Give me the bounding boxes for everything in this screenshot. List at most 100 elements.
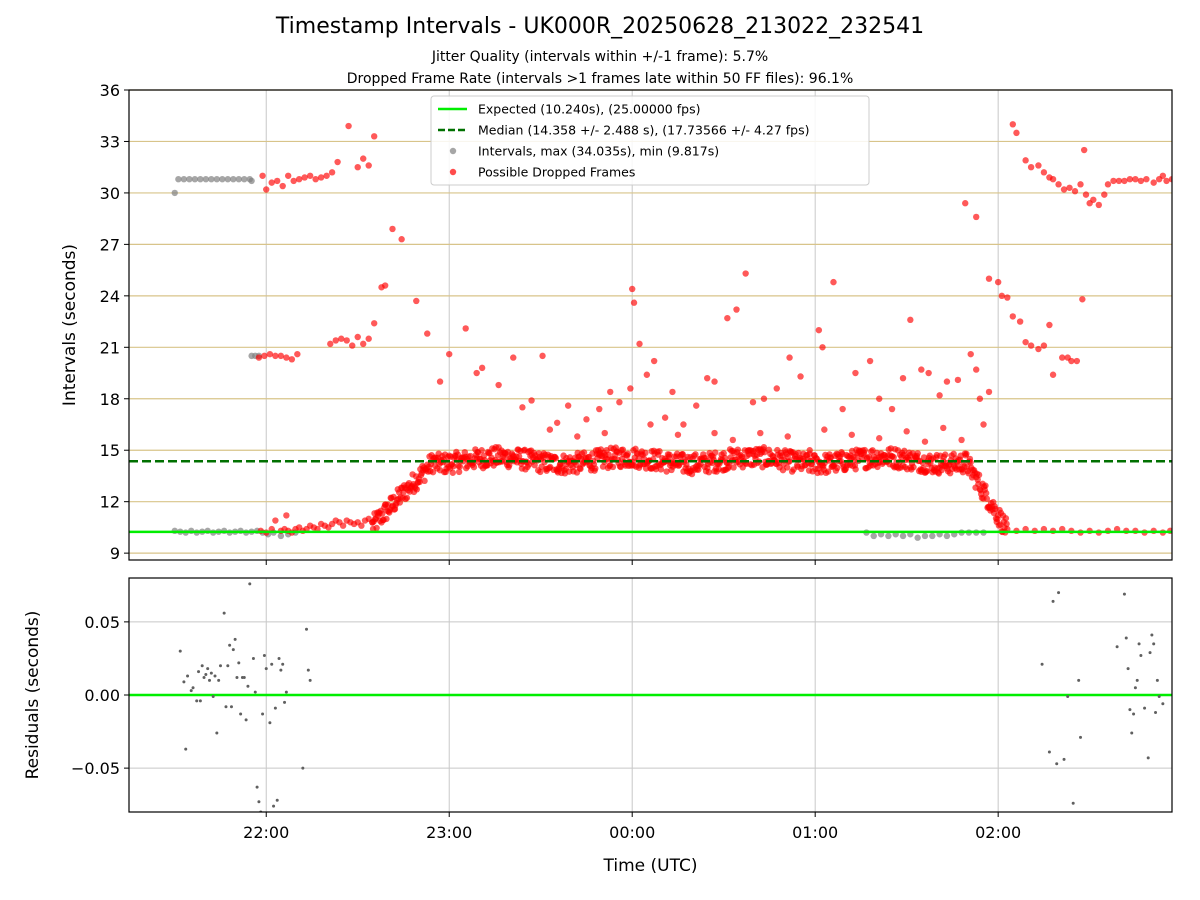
top-y-tick-label: 36	[100, 81, 120, 100]
dropped-frame-point	[663, 468, 670, 475]
interval-point	[197, 175, 204, 183]
dropped-frame-point	[553, 419, 561, 426]
dropped-frame-point	[936, 392, 943, 399]
dropped-frame-point	[455, 468, 463, 476]
residuals-y-axis-label: Residuals (seconds)	[23, 611, 43, 780]
residual-point	[1062, 757, 1066, 761]
residual-point	[222, 611, 226, 615]
chart-subtitle-jitter: Jitter Quality (intervals within +/-1 fr…	[431, 49, 769, 65]
dropped-frame-point	[819, 344, 826, 351]
top-y-tick-label: 27	[100, 235, 120, 254]
dropped-frame-point	[328, 169, 336, 176]
dropped-frame-point	[1066, 184, 1073, 191]
dropped-frame-point	[773, 385, 780, 392]
residual-point	[239, 712, 243, 716]
dropped-frame-point	[263, 186, 270, 193]
residual-point	[301, 766, 305, 770]
residual-point	[1161, 702, 1165, 706]
residual-point	[1155, 678, 1159, 682]
top-panel-reference-lines	[129, 459, 1172, 534]
interval-point	[230, 175, 237, 183]
residual-point	[264, 667, 268, 671]
residual-point	[304, 627, 308, 631]
dropped-frame-point	[1095, 201, 1103, 209]
residual-point	[206, 667, 210, 671]
dropped-frame-point	[1080, 146, 1088, 154]
dropped-frame-point	[975, 471, 983, 479]
interval-point	[277, 532, 285, 540]
dropped-frame-point	[580, 449, 588, 456]
dropped-frame-point	[852, 369, 859, 377]
dropped-frame-point	[1110, 177, 1117, 185]
interval-point	[235, 175, 242, 183]
dropped-frame-point	[1016, 318, 1024, 325]
top-y-tick-label: 15	[100, 441, 120, 460]
dropped-frame-point	[1104, 181, 1112, 188]
dropped-frame-point	[539, 352, 546, 360]
residual-point	[195, 699, 199, 703]
dropped-frame-point	[1079, 296, 1086, 303]
dropped-frame-point	[360, 340, 367, 348]
residual-point	[235, 675, 239, 679]
residual-point	[268, 721, 272, 725]
dropped-frame-point	[312, 175, 319, 183]
dropped-frame-point	[982, 489, 990, 497]
interval-point	[943, 532, 951, 540]
dropped-frame-point	[848, 431, 855, 438]
dropped-frame-point	[403, 494, 411, 502]
dropped-frame-point	[1068, 357, 1075, 365]
dropped-frame-point	[1101, 191, 1108, 198]
dropped-frame-point	[1059, 354, 1066, 361]
dropped-frame-point	[383, 515, 390, 523]
dropped-frame-point	[958, 436, 965, 444]
dropped-frame-point	[693, 402, 700, 409]
dropped-frame-point	[574, 433, 581, 440]
dropped-frame-point	[365, 335, 372, 342]
dropped-frame-point	[1009, 121, 1017, 128]
residual-point	[226, 664, 230, 668]
interval-point	[241, 175, 248, 183]
dropped-frame-point	[983, 495, 991, 502]
dropped-frame-point	[462, 325, 469, 332]
top-y-tick-label: 12	[100, 493, 120, 512]
dropped-frame-point	[449, 469, 456, 476]
dropped-frame-point	[784, 433, 791, 440]
residual-point	[1139, 654, 1143, 658]
dropped-frame-point	[914, 450, 921, 457]
dropped-frame-point	[283, 354, 290, 361]
dropped-frame-point	[1126, 175, 1134, 183]
dropped-frame-point	[666, 451, 673, 458]
dropped-frame-point	[705, 469, 713, 476]
dropped-frame-point	[436, 378, 444, 385]
dropped-frame-point	[1035, 162, 1042, 169]
interval-point	[202, 175, 210, 183]
dropped-frame-point	[473, 369, 480, 377]
interval-point	[921, 532, 929, 540]
legend-label: Intervals, max (34.035s), min (9.817s)	[478, 144, 719, 159]
dropped-frame-point	[749, 398, 757, 406]
dropped-frame-point	[760, 395, 768, 402]
dropped-frame-point	[1115, 177, 1123, 185]
residual-point	[242, 675, 246, 679]
dropped-frame-point	[537, 468, 544, 476]
dropped-frame-point	[795, 449, 802, 457]
dropped-frame-point	[592, 465, 599, 472]
residual-point	[279, 668, 283, 672]
residuals-y-tick-label: −0.05	[71, 759, 120, 778]
residual-point	[1126, 667, 1130, 671]
residual-point	[217, 678, 221, 682]
residual-point	[1152, 642, 1156, 646]
dropped-frame-point	[373, 524, 380, 532]
dropped-frame-point	[657, 466, 665, 473]
dropped-frame-point	[733, 306, 740, 313]
dropped-frame-point	[332, 337, 339, 344]
dropped-frame-point	[921, 438, 929, 445]
dropped-frame-point	[413, 486, 421, 493]
legend-dot-swatch	[449, 168, 457, 176]
dropped-frame-point	[358, 522, 365, 529]
dropped-frame-point	[1022, 338, 1029, 346]
residual-point	[186, 674, 190, 678]
interval-point	[885, 532, 892, 540]
dropped-frame-point	[288, 356, 296, 363]
top-y-tick-label: 18	[100, 390, 120, 409]
